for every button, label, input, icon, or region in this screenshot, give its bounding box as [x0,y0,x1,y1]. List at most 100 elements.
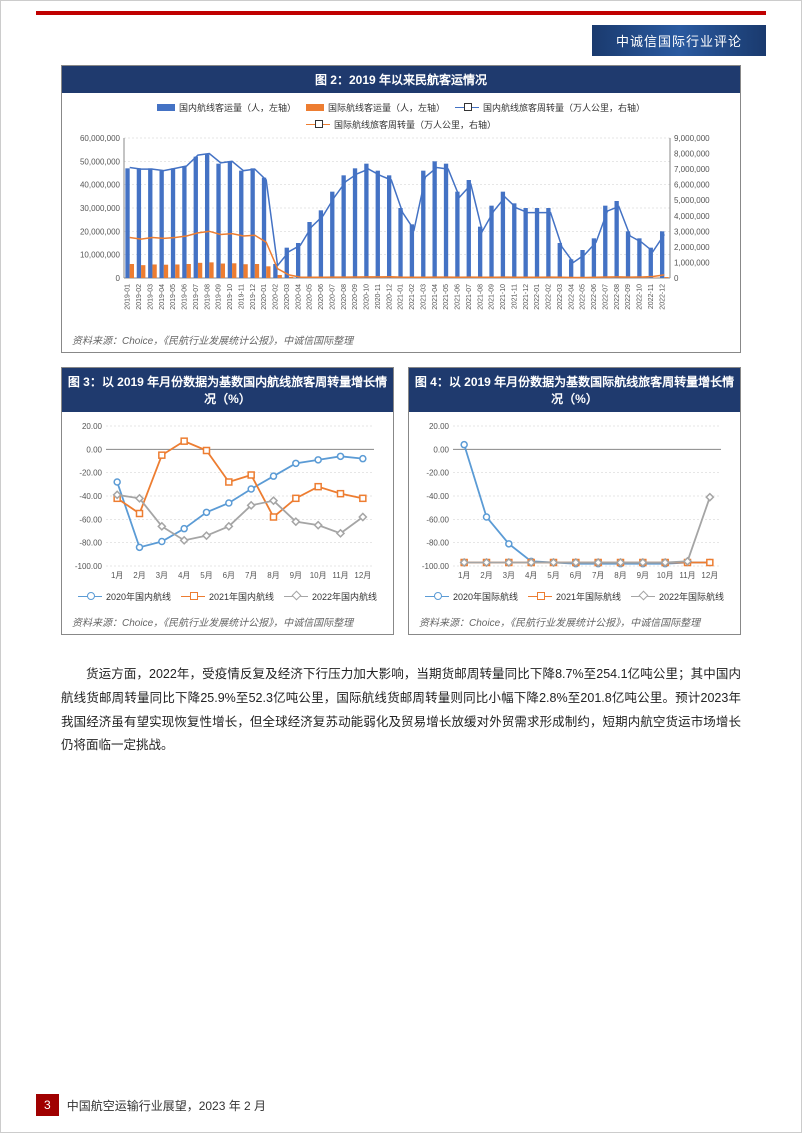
svg-text:2022-04: 2022-04 [568,284,575,310]
chart3-svg: -100.00-80.00-60.00-40.00-20.000.0020.00… [72,418,382,588]
svg-text:5月: 5月 [547,571,559,580]
svg-text:-60.00: -60.00 [79,515,102,524]
svg-text:2019-06: 2019-06 [182,284,189,310]
svg-text:2021-12: 2021-12 [523,284,530,310]
svg-text:-100.00: -100.00 [75,562,103,571]
svg-text:2020-06: 2020-06 [318,284,325,310]
svg-text:12月: 12月 [354,571,371,580]
svg-text:2月: 2月 [133,571,145,580]
svg-text:2020-04: 2020-04 [295,284,302,310]
svg-text:2月: 2月 [480,571,492,580]
svg-text:3,000,000: 3,000,000 [674,227,710,236]
svg-text:2019-01: 2019-01 [125,284,132,310]
svg-text:20,000,000: 20,000,000 [80,227,121,236]
svg-text:2021-07: 2021-07 [466,284,473,310]
svg-text:2019-03: 2019-03 [147,284,154,310]
header-title: 中诚信国际行业评论 [592,25,766,56]
chart3-title: 图 3：以 2019 年月份数据为基数国内航线旅客周转量增长情况（%） [62,368,393,412]
svg-text:1月: 1月 [111,571,123,580]
svg-text:2021-11: 2021-11 [511,284,518,309]
svg-text:9月: 9月 [637,571,649,580]
svg-text:2019-08: 2019-08 [204,284,211,310]
content: 图 2：2019 年以来民航客运情况 国内航线客运量（人，左轴）国际航线客运量（… [1,65,801,766]
legend-item: 国际航线客运量（人，左轴） [306,101,445,114]
svg-text:10月: 10月 [310,571,327,580]
chart4-box: 图 4：以 2019 年月份数据为基数国际航线旅客周转量增长情况（%） -100… [408,367,741,635]
svg-text:2019-12: 2019-12 [250,284,257,310]
svg-text:3月: 3月 [503,571,515,580]
svg-text:7,000,000: 7,000,000 [674,165,710,174]
chart4-body: -100.00-80.00-60.00-40.00-20.000.0020.00… [409,412,740,609]
svg-text:30,000,000: 30,000,000 [80,204,121,213]
svg-text:2020-03: 2020-03 [284,284,291,310]
svg-text:11月: 11月 [332,571,348,580]
svg-text:12月: 12月 [701,571,718,580]
svg-text:2021-06: 2021-06 [455,284,462,310]
svg-text:2020-01: 2020-01 [261,284,268,310]
svg-text:2019-11: 2019-11 [238,284,245,309]
svg-text:2019-05: 2019-05 [170,284,177,310]
svg-text:2,000,000: 2,000,000 [674,243,710,252]
svg-text:40,000,000: 40,000,000 [80,181,121,190]
svg-text:0.00: 0.00 [433,445,449,454]
svg-text:4,000,000: 4,000,000 [674,212,710,221]
svg-text:60,000,000: 60,000,000 [80,134,121,143]
svg-text:8月: 8月 [614,571,626,580]
svg-text:4月: 4月 [178,571,190,580]
chart4-svg: -100.00-80.00-60.00-40.00-20.000.0020.00… [419,418,729,588]
svg-text:2022-07: 2022-07 [602,284,609,310]
svg-text:2022-09: 2022-09 [625,284,632,310]
svg-text:2020-05: 2020-05 [307,284,314,310]
svg-text:2022-12: 2022-12 [659,284,666,310]
svg-text:2022-01: 2022-01 [534,284,541,310]
svg-text:-100.00: -100.00 [422,562,450,571]
svg-text:2020-08: 2020-08 [341,284,348,310]
svg-text:50,000,000: 50,000,000 [80,157,121,166]
chart3-legend: 2020年国内航线2021年国内航线2022年国内航线 [72,588,383,605]
legend-item: 国内航线旅客周转量（万人公里，右轴） [455,101,645,114]
svg-text:0.00: 0.00 [86,445,102,454]
svg-text:2019-02: 2019-02 [136,284,143,310]
chart2-title: 图 2：2019 年以来民航客运情况 [62,66,740,93]
page: 中诚信国际行业评论 图 2：2019 年以来民航客运情况 国内航线客运量（人，左… [0,0,802,1133]
header: 中诚信国际行业评论 [1,15,801,65]
svg-text:2020-02: 2020-02 [273,284,280,310]
svg-text:-40.00: -40.00 [426,492,449,501]
svg-text:2020-07: 2020-07 [329,284,336,310]
chart2-source: 资料来源：Choice，《民航行业发展统计公报》，中诚信国际整理 [62,327,740,352]
page-number: 3 [36,1094,59,1116]
svg-text:20.00: 20.00 [82,422,103,431]
svg-text:2022-03: 2022-03 [557,284,564,310]
chart2-svg: 010,000,00020,000,00030,000,00040,000,00… [72,133,722,323]
body-paragraph: 货运方面，2022年，受疫情反复及经济下行压力加大影响，当期货邮周转量同比下降8… [61,655,741,766]
svg-text:2020-12: 2020-12 [386,284,393,310]
svg-text:2021-04: 2021-04 [432,284,439,310]
svg-text:2021-01: 2021-01 [398,284,405,310]
svg-text:-40.00: -40.00 [79,492,102,501]
svg-text:8月: 8月 [267,571,279,580]
chart4-legend: 2020年国际航线2021年国际航线2022年国际航线 [419,588,730,605]
svg-text:1月: 1月 [458,571,470,580]
legend-item: 2022年国际航线 [631,590,724,603]
svg-text:7月: 7月 [245,571,257,580]
svg-text:4月: 4月 [525,571,537,580]
svg-text:2019-07: 2019-07 [193,284,200,310]
svg-text:9,000,000: 9,000,000 [674,134,710,143]
legend-item: 国际航线旅客周转量（万人公里，右轴） [306,118,496,131]
svg-text:-80.00: -80.00 [79,539,102,548]
svg-text:2022-10: 2022-10 [637,284,644,310]
svg-text:2021-10: 2021-10 [500,284,507,310]
chart-row: 图 3：以 2019 年月份数据为基数国内航线旅客周转量增长情况（%） -100… [61,367,741,649]
svg-text:2021-08: 2021-08 [477,284,484,310]
svg-text:2020-10: 2020-10 [364,284,371,310]
chart4-title: 图 4：以 2019 年月份数据为基数国际航线旅客周转量增长情况（%） [409,368,740,412]
chart3-source: 资料来源：Choice，《民航行业发展统计公报》，中诚信国际整理 [62,609,393,634]
svg-text:2021-05: 2021-05 [443,284,450,310]
svg-text:8,000,000: 8,000,000 [674,150,710,159]
svg-text:0: 0 [116,274,121,283]
svg-text:2022-05: 2022-05 [580,284,587,310]
chart2-legend: 国内航线客运量（人，左轴）国际航线客运量（人，左轴）国内航线旅客周转量（万人公里… [72,99,730,133]
svg-text:11月: 11月 [679,571,695,580]
chart3-body: -100.00-80.00-60.00-40.00-20.000.0020.00… [62,412,393,609]
svg-text:20.00: 20.00 [429,422,450,431]
